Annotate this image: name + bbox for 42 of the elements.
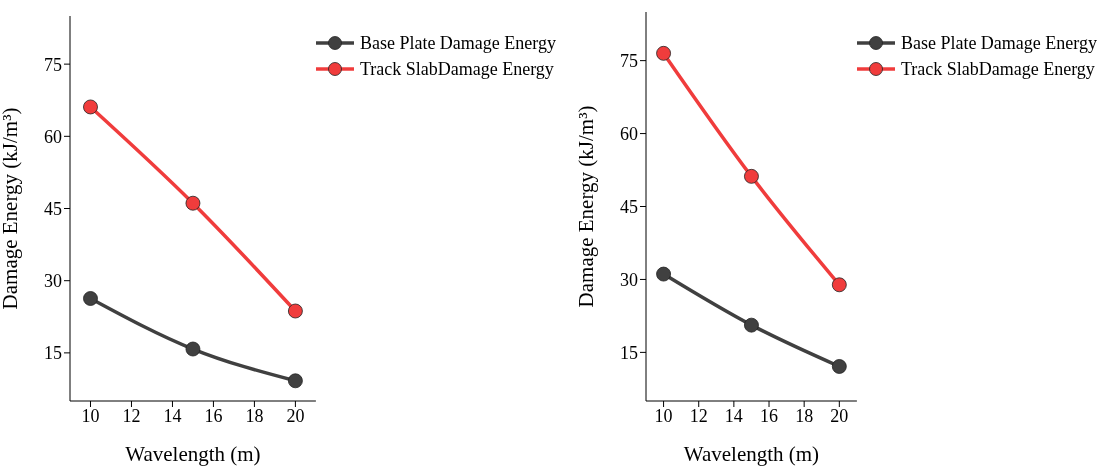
point — [288, 373, 303, 389]
point — [831, 277, 847, 293]
point — [744, 317, 759, 333]
point — [185, 341, 201, 357]
x-axis-title: Wavelength (m) — [125, 442, 261, 466]
y-tick-label: 15 — [44, 343, 62, 364]
x-tick-label: 14 — [724, 405, 743, 426]
y-axis-title: Damage Energy (kJ/m³) — [574, 105, 599, 308]
x-tick-label: 10 — [654, 405, 673, 426]
point — [83, 291, 98, 306]
point — [83, 99, 98, 115]
y-tick-label: 75 — [44, 54, 62, 75]
point — [831, 359, 847, 374]
x-axis-title: Wavelength (m) — [683, 442, 820, 466]
y-tick-label: 30 — [44, 271, 62, 292]
x-tick-label: 20 — [286, 405, 305, 426]
y-tick-label: 75 — [620, 51, 638, 72]
point — [185, 195, 201, 211]
point — [744, 168, 759, 184]
y-tick-label: 45 — [620, 196, 638, 217]
point — [288, 303, 303, 319]
x-tick-label: 18 — [245, 405, 264, 426]
y-tick-label: 15 — [620, 342, 638, 363]
y-tick-label: 30 — [620, 269, 638, 290]
x-tick-label: 16 — [760, 405, 779, 426]
x-tick-label: 12 — [689, 405, 708, 426]
legend-label: Base Plate Damage Energy — [359, 32, 556, 54]
legend-label: Track SlabDamage Energy — [900, 58, 1095, 80]
x-tick-label: 12 — [122, 405, 141, 426]
x-tick-label: 10 — [81, 405, 100, 426]
point — [656, 266, 671, 282]
y-tick-label: 60 — [620, 123, 638, 144]
point — [656, 45, 671, 61]
x-tick-label: 18 — [795, 405, 814, 426]
x-tick-label: 16 — [204, 405, 223, 426]
y-tick-label: 45 — [44, 198, 62, 219]
x-tick-label: 20 — [830, 405, 849, 426]
legend-label: Base Plate Damage Energy — [900, 32, 1097, 54]
y-axis-title: Damage Energy (kJ/m³) — [0, 107, 23, 310]
y-tick-label: 60 — [44, 126, 62, 147]
legend-label: Track SlabDamage Energy — [359, 58, 554, 80]
x-tick-label: 14 — [163, 405, 182, 426]
